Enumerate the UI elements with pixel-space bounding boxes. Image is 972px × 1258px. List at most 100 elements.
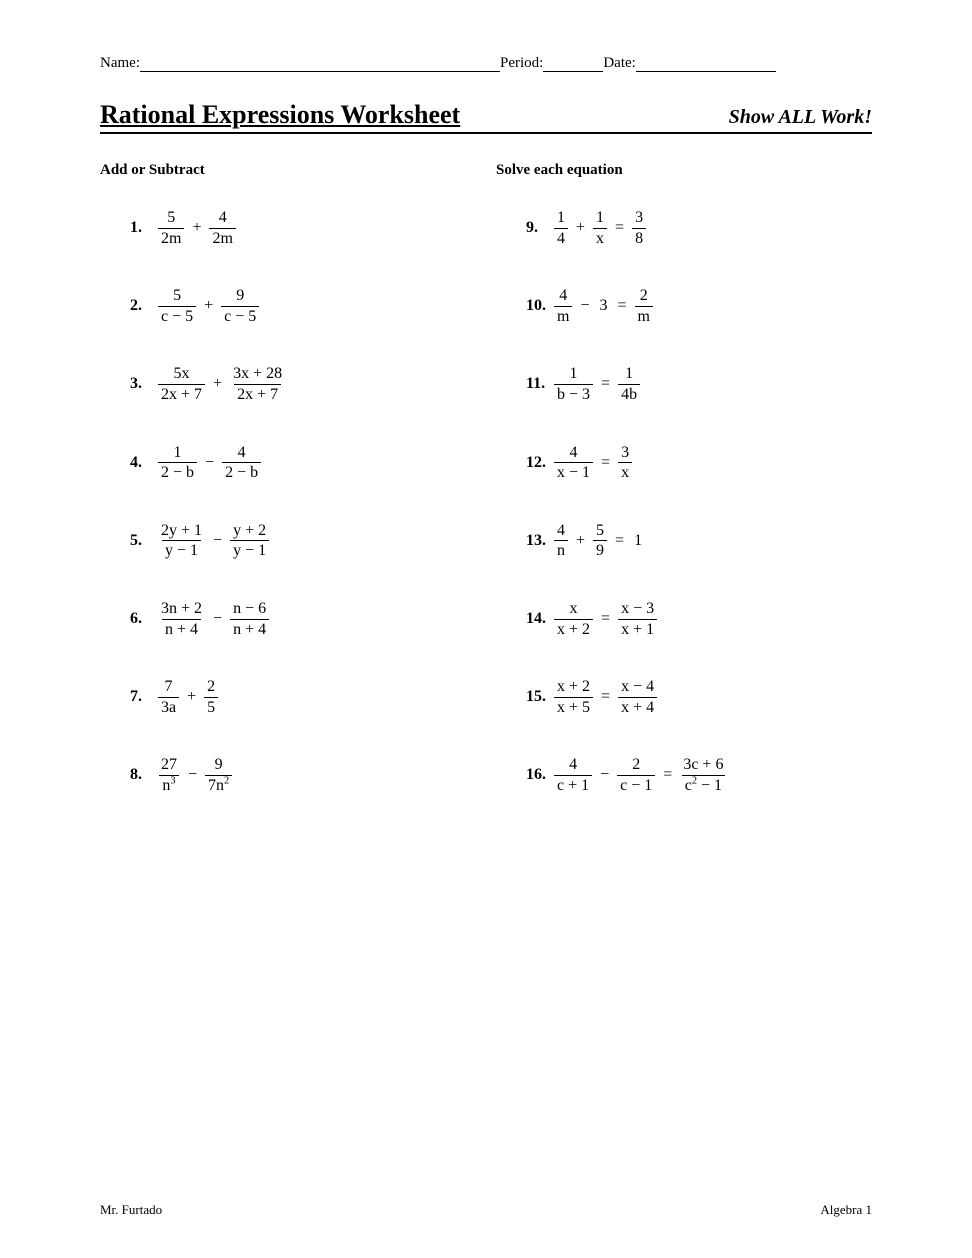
denominator: m (635, 306, 653, 326)
right-column: Solve each equation 9.14+1x=3810.4m−3=2m… (496, 162, 872, 835)
denominator: c − 1 (617, 775, 655, 795)
denominator: x (618, 462, 632, 482)
operator: = (611, 532, 628, 550)
fraction: 2m (635, 287, 653, 325)
name-blank[interactable] (140, 56, 500, 72)
problem-row: 14.xx + 2=x − 3x + 1 (526, 600, 872, 638)
numerator: 4 (235, 444, 249, 463)
operator: − (209, 532, 226, 550)
numerator: 3 (632, 209, 646, 228)
expression: 5c − 5+9c − 5 (158, 287, 259, 325)
problem-row: 4.12 − b−42 − b (130, 444, 476, 482)
problem-row: 5.2y + 1y − 1−y + 2y − 1 (130, 522, 476, 560)
period-label: Period: (500, 55, 543, 72)
date-blank[interactable] (636, 56, 776, 72)
problem-number: 15. (526, 688, 554, 706)
expression: 27n3−97n2 (158, 756, 232, 794)
name-label: Name: (100, 55, 140, 72)
worksheet-title: Rational Expressions Worksheet (100, 100, 460, 130)
fraction: x − 3x + 1 (618, 600, 657, 638)
worksheet-subtitle: Show ALL Work! (729, 106, 872, 129)
whole-number: 3 (597, 297, 609, 315)
operator: + (200, 297, 217, 315)
numerator: x (567, 600, 581, 619)
fraction: 3n + 2n + 4 (158, 600, 205, 638)
expression: 5x2x + 7+3x + 282x + 7 (158, 365, 285, 403)
title-row: Rational Expressions Worksheet Show ALL … (100, 100, 872, 134)
problem-row: 6.3n + 2n + 4−n − 6n + 4 (130, 600, 476, 638)
denominator: x − 1 (554, 462, 593, 482)
fraction: 2y + 1y − 1 (158, 522, 205, 560)
numerator: y + 2 (230, 522, 269, 541)
fraction: 27n3 (158, 756, 180, 794)
denominator: 4 (554, 228, 568, 248)
numerator: 2 (637, 287, 651, 306)
expression: x + 2x + 5=x − 4x + 4 (554, 678, 657, 716)
problem-row: 10.4m−3=2m (526, 287, 872, 325)
expression: 52m+42m (158, 209, 236, 247)
operator: + (209, 375, 226, 393)
problem-row: 16.4c + 1−2c − 1=3c + 6c2 − 1 (526, 756, 872, 794)
numerator: 2 (629, 756, 643, 775)
problem-number: 12. (526, 454, 554, 472)
denominator: 7n2 (205, 775, 232, 795)
problem-columns: Add or Subtract 1.52m+42m2.5c − 5+9c − 5… (100, 162, 872, 835)
problem-number: 10. (526, 297, 554, 315)
numerator: 1 (593, 209, 607, 228)
period-blank[interactable] (543, 56, 603, 72)
problem-number: 13. (526, 532, 554, 550)
operator: = (597, 610, 614, 628)
operator: − (209, 610, 226, 628)
denominator: x + 5 (554, 697, 593, 717)
denominator: 2 − b (222, 462, 261, 482)
fraction: y + 2y − 1 (230, 522, 269, 560)
worksheet-footer: Mr. Furtado Algebra 1 (100, 1202, 872, 1218)
denominator: 9 (593, 540, 607, 560)
denominator: x + 2 (554, 619, 593, 639)
fraction: 9c − 5 (221, 287, 259, 325)
footer-teacher: Mr. Furtado (100, 1202, 162, 1218)
denominator: 2m (209, 228, 235, 248)
denominator: n3 (159, 775, 178, 795)
denominator: m (554, 306, 572, 326)
problem-number: 8. (130, 766, 158, 784)
operator: − (201, 454, 218, 472)
footer-course: Algebra 1 (820, 1202, 872, 1218)
expression: 2y + 1y − 1−y + 2y − 1 (158, 522, 269, 560)
operator: + (183, 688, 200, 706)
numerator: 3n + 2 (158, 600, 205, 619)
period-field: Period: (500, 55, 603, 72)
denominator: n + 4 (230, 619, 269, 639)
denominator: c + 1 (554, 775, 592, 795)
denominator: c2 − 1 (682, 775, 725, 795)
fraction: 4n (554, 522, 568, 560)
problem-number: 6. (130, 610, 158, 628)
numerator: 4 (216, 209, 230, 228)
expression: 3n + 2n + 4−n − 6n + 4 (158, 600, 269, 638)
fraction: 52m (158, 209, 184, 247)
fraction: xx + 2 (554, 600, 593, 638)
problem-number: 14. (526, 610, 554, 628)
problem-number: 4. (130, 454, 158, 472)
numerator: 2y + 1 (158, 522, 205, 541)
date-label: Date: (603, 55, 635, 72)
numerator: x + 2 (554, 678, 593, 697)
numerator: 9 (212, 756, 226, 775)
problem-row: 2.5c − 5+9c − 5 (130, 287, 476, 325)
operator: = (597, 688, 614, 706)
denominator: x (593, 228, 607, 248)
expression: 73a+25 (158, 678, 218, 716)
problem-row: 13.4n+59=1 (526, 522, 872, 560)
denominator: c − 5 (158, 306, 196, 326)
operator: + (188, 219, 205, 237)
expression: 4m−3=2m (554, 287, 653, 325)
fraction: 4c + 1 (554, 756, 592, 794)
fraction: 3c + 6c2 − 1 (680, 756, 726, 794)
fraction: 25 (204, 678, 218, 716)
fraction: 97n2 (205, 756, 232, 794)
numerator: 4 (556, 287, 570, 306)
denominator: 2x + 7 (158, 384, 205, 404)
numerator: 9 (233, 287, 247, 306)
operator: + (572, 219, 589, 237)
expression: 4c + 1−2c − 1=3c + 6c2 − 1 (554, 756, 726, 794)
